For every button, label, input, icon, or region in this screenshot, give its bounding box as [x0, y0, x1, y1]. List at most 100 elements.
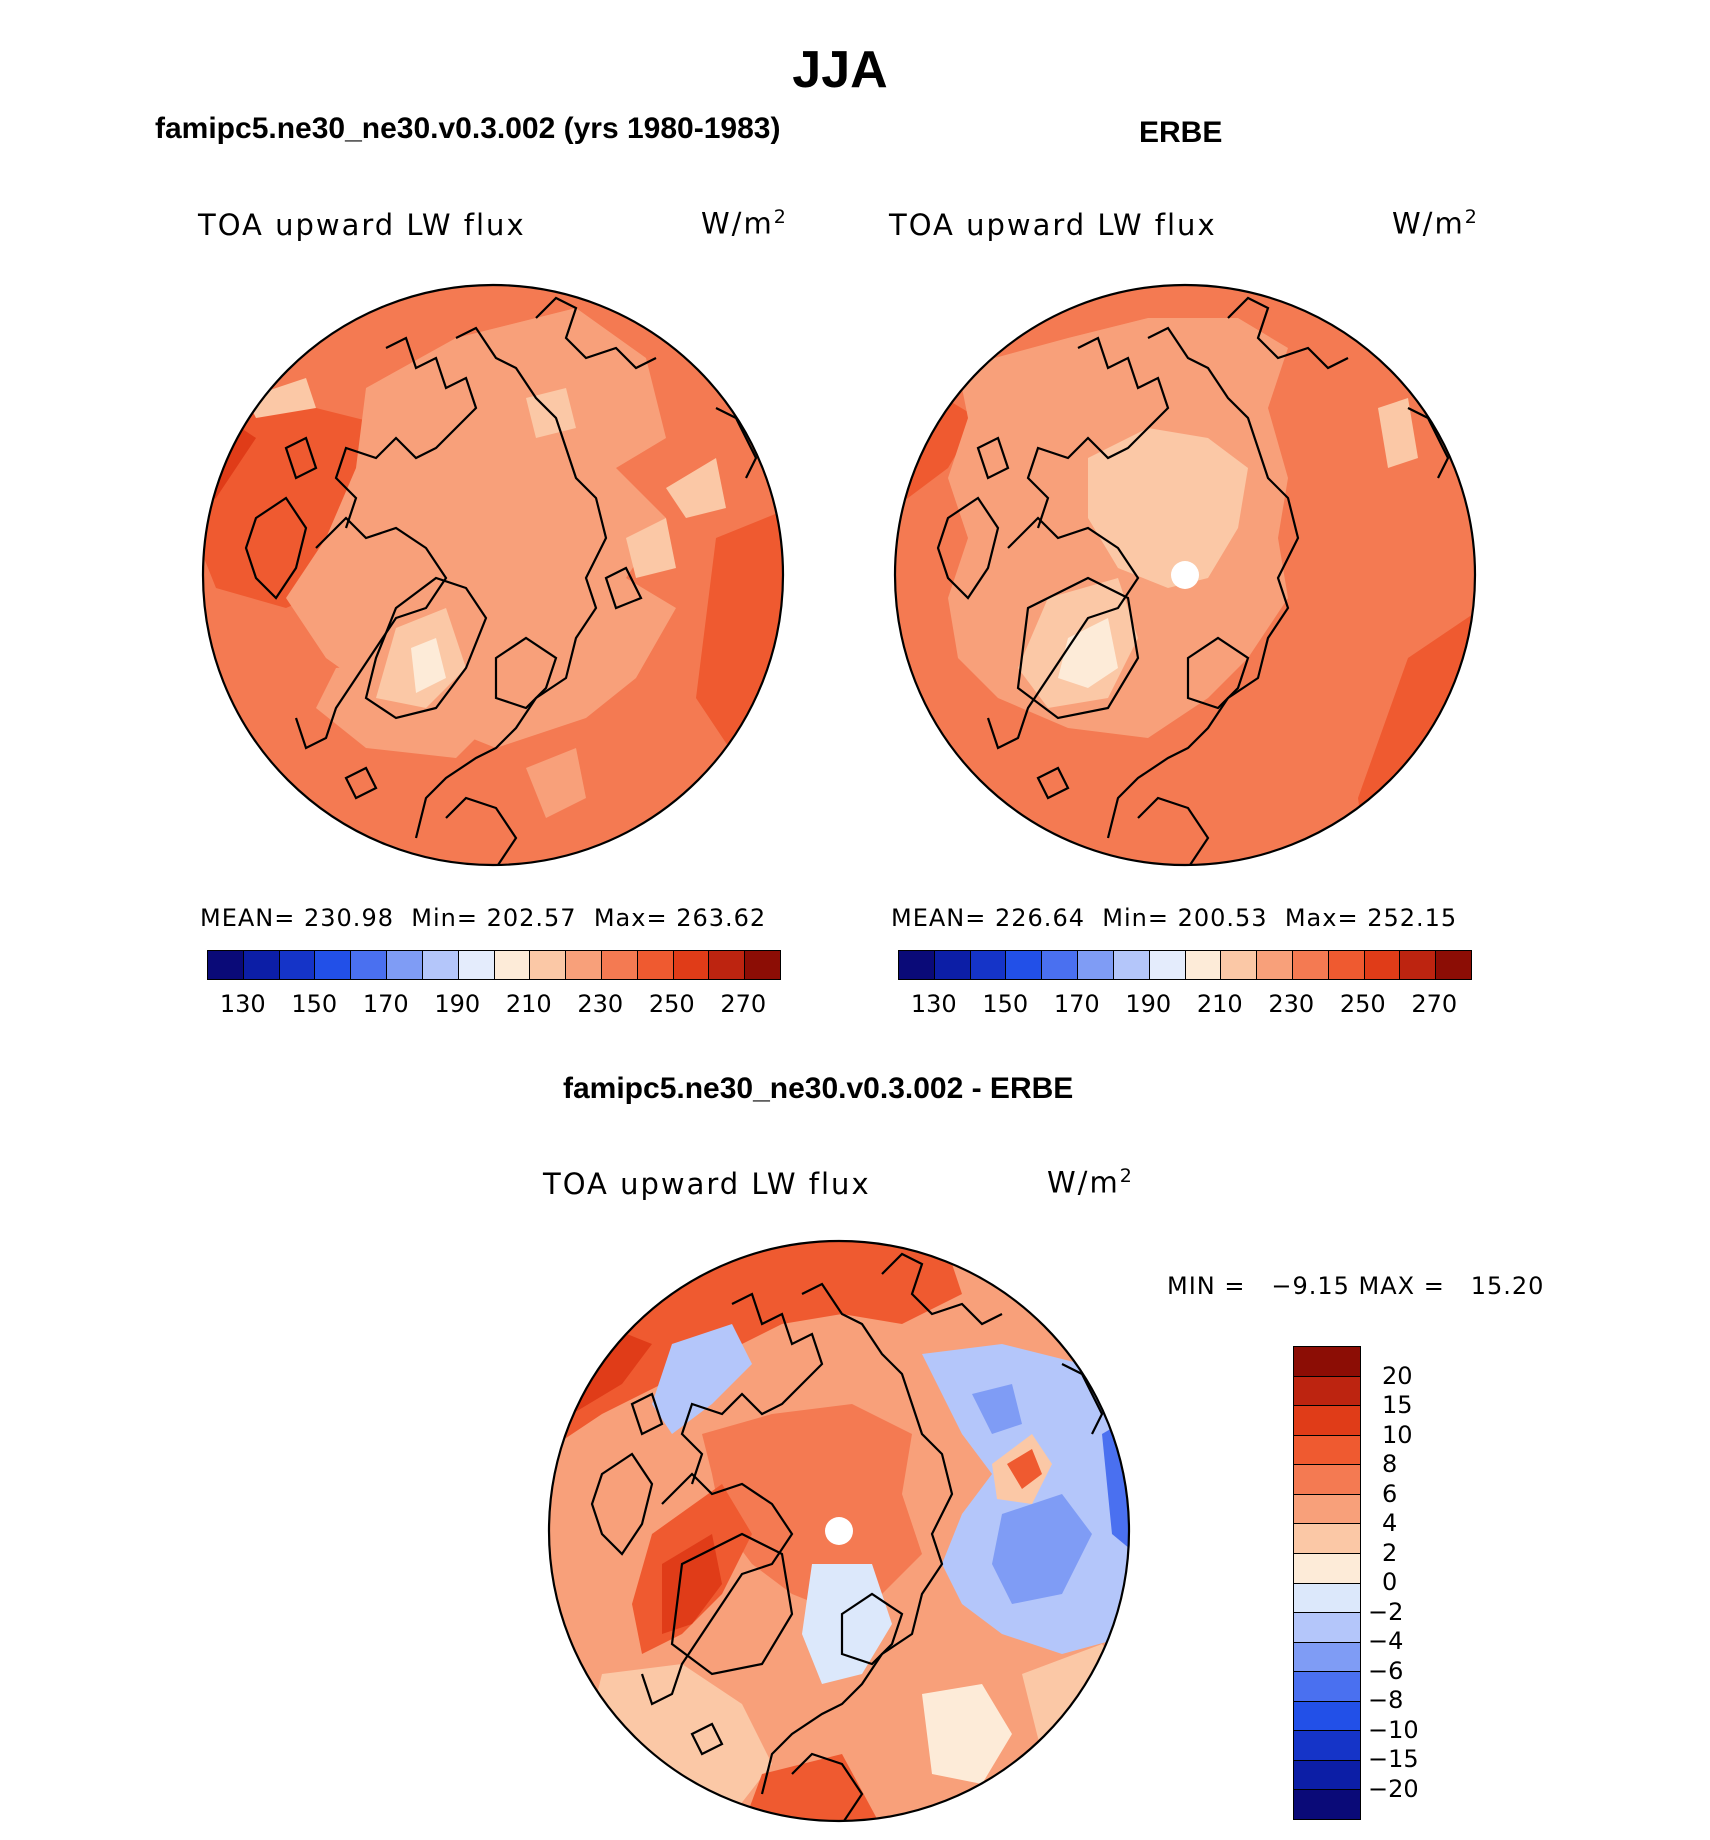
diff-colorbar-ticks: 20 15 10 8 6 4 2 0 −2 −4 −6 −8 −10 −15 −20 — [1368, 1346, 1488, 1818]
colorbar-swatch — [1006, 951, 1043, 979]
colorbar-tick-label: 190 — [1125, 990, 1172, 1018]
diff-pole-hole-icon — [825, 1517, 853, 1545]
diff-panel-units: W/m2 — [1047, 1165, 1134, 1200]
colorbar-tick-label: 190 — [434, 990, 481, 1018]
colorbar-swatch — [934, 951, 971, 979]
colorbar-swatch — [1294, 1553, 1360, 1584]
colorbar-swatch — [243, 951, 280, 979]
colorbar-tick-label: 210 — [1196, 990, 1243, 1018]
colorbar-tick-label: 15 — [1382, 1391, 1413, 1419]
colorbar-tick-label: 230 — [577, 990, 624, 1018]
panel-1-units: W/m2 — [701, 206, 788, 241]
colorbar-tick-label: 6 — [1382, 1479, 1398, 1508]
colorbar-tick-label: 10 — [1382, 1420, 1413, 1449]
panel-1-field-label: TOA upward LW flux — [198, 208, 526, 242]
colorbar-tick-label: −20 — [1368, 1774, 1419, 1803]
colorbar-tick-label: 230 — [1268, 990, 1315, 1018]
colorbar-swatch — [422, 951, 459, 979]
panel-1-stats: MEAN= 230.98 Min= 202.57 Max= 263.62 — [200, 904, 767, 932]
colorbar-swatch — [637, 951, 674, 979]
colorbar-tick-label: 250 — [648, 990, 695, 1018]
colorbar-tick-label: 150 — [291, 990, 338, 1018]
panel-1-map — [201, 283, 785, 867]
colorbar-swatch — [1294, 1435, 1360, 1466]
colorbar-tick-label: 270 — [720, 990, 767, 1018]
colorbar-swatch — [1294, 1790, 1360, 1819]
panel-2-heading: ERBE — [1139, 116, 1223, 149]
figure-title: JJA — [792, 41, 888, 99]
colorbar-swatch — [1294, 1347, 1360, 1377]
colorbar-swatch — [1294, 1760, 1360, 1791]
colorbar-tick-label: 250 — [1339, 990, 1386, 1018]
colorbar-swatch — [970, 951, 1007, 979]
colorbar-swatch — [1294, 1583, 1360, 1614]
colorbar-swatch — [673, 951, 710, 979]
colorbar-swatch — [1294, 1731, 1360, 1761]
colorbar-tick-label: 130 — [910, 990, 957, 1018]
colorbar-swatch — [1257, 951, 1293, 979]
colorbar-swatch — [458, 951, 495, 979]
colorbar-swatch — [1185, 951, 1222, 979]
panel-1-colorbar — [207, 950, 781, 980]
colorbar-swatch — [1436, 951, 1471, 979]
diff-panel-minmax: MIN = −9.15 MAX = 15.20 — [1167, 1272, 1545, 1300]
panel-2-field-label: TOA upward LW flux — [889, 208, 1217, 242]
colorbar-swatch — [1400, 951, 1437, 979]
panel-1-colorbar-ticks: 130 150 170 190 210 230 250 270 — [207, 990, 779, 1020]
diff-colorbar — [1293, 1346, 1361, 1820]
diff-panel-heading: famipc5.ne30_ne30.v0.3.002 - ERBE — [563, 1072, 1074, 1105]
colorbar-tick-label: 0 — [1382, 1568, 1398, 1596]
colorbar-swatch — [208, 951, 244, 979]
colorbar-tick-label: 2 — [1382, 1538, 1398, 1567]
colorbar-swatch — [1294, 1406, 1360, 1436]
colorbar-tick-label: 4 — [1382, 1509, 1398, 1537]
colorbar-swatch — [1113, 951, 1150, 979]
panel-2-units: W/m2 — [1392, 206, 1479, 241]
colorbar-swatch — [1328, 951, 1365, 979]
panel-2-stats: MEAN= 226.64 Min= 200.53 Max= 252.15 — [891, 904, 1458, 932]
colorbar-swatch — [1042, 951, 1079, 979]
colorbar-tick-label: 170 — [362, 990, 409, 1018]
colorbar-swatch — [1294, 1465, 1360, 1495]
colorbar-swatch — [1294, 1701, 1360, 1732]
colorbar-tick-label: 130 — [219, 990, 266, 1018]
colorbar-swatch — [351, 951, 388, 979]
colorbar-swatch — [1221, 951, 1258, 979]
colorbar-tick-label: −15 — [1368, 1745, 1419, 1773]
diff-panel-map — [547, 1239, 1131, 1823]
panel-2-colorbar — [898, 950, 1472, 980]
colorbar-swatch — [387, 951, 423, 979]
colorbar-swatch — [315, 951, 352, 979]
colorbar-swatch — [1292, 951, 1329, 979]
colorbar-tick-label: 150 — [982, 990, 1029, 1018]
colorbar-swatch — [279, 951, 316, 979]
colorbar-tick-label: 270 — [1411, 990, 1458, 1018]
colorbar-swatch — [1294, 1376, 1360, 1407]
colorbar-tick-label: −8 — [1368, 1686, 1404, 1714]
colorbar-tick-label: 210 — [505, 990, 552, 1018]
colorbar-swatch — [566, 951, 602, 979]
colorbar-swatch — [1294, 1672, 1360, 1702]
colorbar-tick-label: 8 — [1382, 1450, 1398, 1478]
colorbar-swatch — [530, 951, 567, 979]
colorbar-tick-label: −10 — [1368, 1715, 1419, 1744]
pole-hole-icon — [1171, 561, 1199, 589]
panel-2-map — [893, 283, 1477, 867]
colorbar-swatch — [899, 951, 935, 979]
colorbar-swatch — [1294, 1642, 1360, 1673]
colorbar-tick-label: −6 — [1368, 1656, 1404, 1685]
colorbar-tick-label: 20 — [1382, 1361, 1413, 1390]
colorbar-swatch — [494, 951, 531, 979]
panel-2-colorbar-ticks: 130 150 170 190 210 230 250 270 — [898, 990, 1470, 1020]
colorbar-swatch — [1294, 1494, 1360, 1525]
panel-1-heading: famipc5.ne30_ne30.v0.3.002 (yrs 1980-198… — [155, 112, 781, 145]
colorbar-swatch — [709, 951, 746, 979]
colorbar-swatch — [1294, 1613, 1360, 1643]
colorbar-swatch — [1364, 951, 1401, 979]
colorbar-swatch — [745, 951, 780, 979]
colorbar-tick-label: −4 — [1368, 1627, 1404, 1655]
colorbar-swatch — [1294, 1524, 1360, 1554]
colorbar-swatch — [1078, 951, 1114, 979]
colorbar-tick-label: 170 — [1053, 990, 1100, 1018]
colorbar-swatch — [1149, 951, 1186, 979]
